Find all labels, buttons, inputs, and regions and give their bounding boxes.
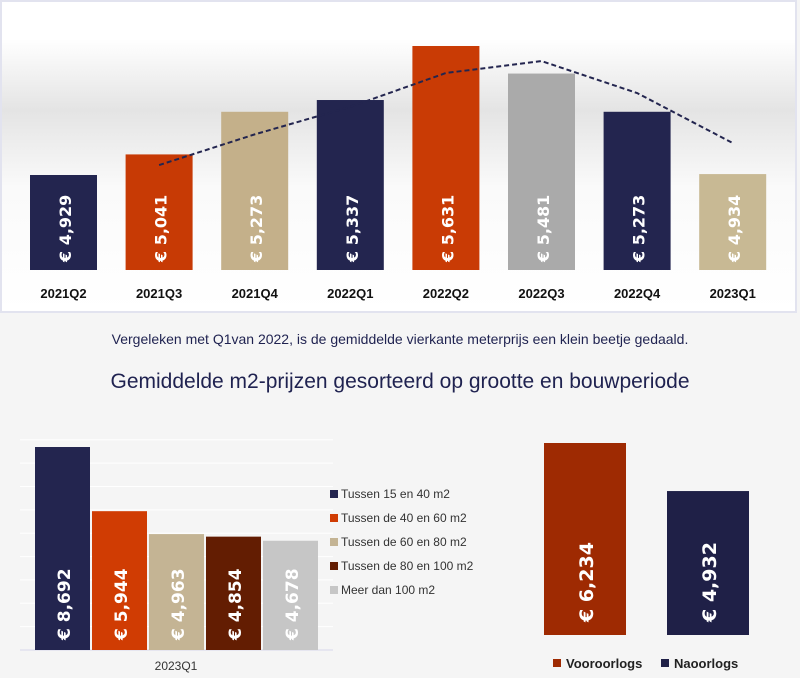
x-tick-label: 2022Q2	[423, 286, 469, 301]
legend-swatch	[661, 659, 669, 667]
legend-swatch	[330, 490, 338, 498]
legend-label: Meer dan 100 m2	[341, 583, 435, 597]
summary-note: Vergeleken met Q1van 2022, is de gemidde…	[111, 331, 689, 347]
x-tick-label: 2023Q1	[710, 286, 756, 301]
x-tick-label: 2022Q4	[614, 286, 661, 301]
legend-label: Tussen de 60 en 80 m2	[341, 535, 467, 549]
bar-Meer-dan-100-m2	[263, 540, 318, 650]
bar-value-label: € 5,337	[343, 195, 362, 263]
bar-Tussen-de-60-en-80-m2	[149, 534, 204, 650]
bar-Vooroorlogs	[544, 443, 626, 635]
bar-value-label: € 4,929	[56, 195, 75, 263]
legend-swatch	[330, 562, 338, 570]
x-tick-label: 2021Q3	[136, 286, 182, 301]
legend-label: Vooroorlogs	[566, 656, 642, 671]
bar-2022Q2	[412, 45, 480, 270]
bar-Tussen-de-40-en-60-m2	[92, 511, 147, 650]
bar-Tussen-15-en-40-m2	[35, 447, 90, 650]
bar-value-label: € 4,963	[169, 568, 189, 641]
legend-swatch	[330, 586, 338, 594]
bar-2021Q3	[125, 154, 193, 270]
legend-label: Tussen de 80 en 100 m2	[341, 559, 474, 573]
legend-swatch	[553, 659, 561, 667]
x-tick-label: 2021Q2	[40, 286, 86, 301]
bar-value-label: € 5,273	[247, 195, 266, 263]
bar-Naoorlogs	[667, 491, 749, 635]
x-tick-label: 2021Q4	[232, 286, 279, 301]
bar-value-label: € 5,944	[112, 568, 132, 641]
legend-swatch	[330, 514, 338, 522]
x-tick-label: 2022Q3	[518, 286, 564, 301]
section-title: Gemiddelde m2-prijzen gesorteerd op groo…	[110, 370, 690, 393]
bar-value-label: € 6,234	[576, 542, 598, 623]
bar-value-label: € 5,041	[152, 195, 171, 263]
bar-value-label: € 4,932	[699, 542, 721, 623]
bar-value-label: € 5,631	[438, 195, 457, 263]
bar-2021Q4	[221, 111, 289, 271]
x-tick-label: 2022Q1	[327, 286, 373, 301]
bar-value-label: € 8,692	[55, 568, 75, 641]
legend-label: Naoorlogs	[674, 656, 738, 671]
trend-line	[158, 60, 734, 167]
legend-label: Tussen de 40 en 60 m2	[341, 511, 467, 525]
bar-value-label: € 4,934	[725, 195, 744, 263]
bar-value-label: € 4,854	[226, 568, 246, 641]
bar-value-label: € 5,273	[630, 195, 649, 263]
bar-value-label: € 4,678	[283, 568, 303, 641]
bar-2023Q1	[699, 174, 767, 270]
legend-swatch	[330, 538, 338, 546]
bar-2022Q1	[316, 100, 384, 271]
bar-value-label: € 5,481	[534, 195, 553, 263]
bar-2021Q2	[30, 174, 97, 270]
legend-label: Tussen 15 en 40 m2	[341, 487, 450, 501]
bar-Tussen-de-80-en-100-m2	[206, 536, 261, 650]
bar-2022Q4	[603, 111, 671, 271]
x-tick-label: 2023Q1	[155, 659, 198, 673]
bar-2022Q3	[508, 73, 575, 270]
